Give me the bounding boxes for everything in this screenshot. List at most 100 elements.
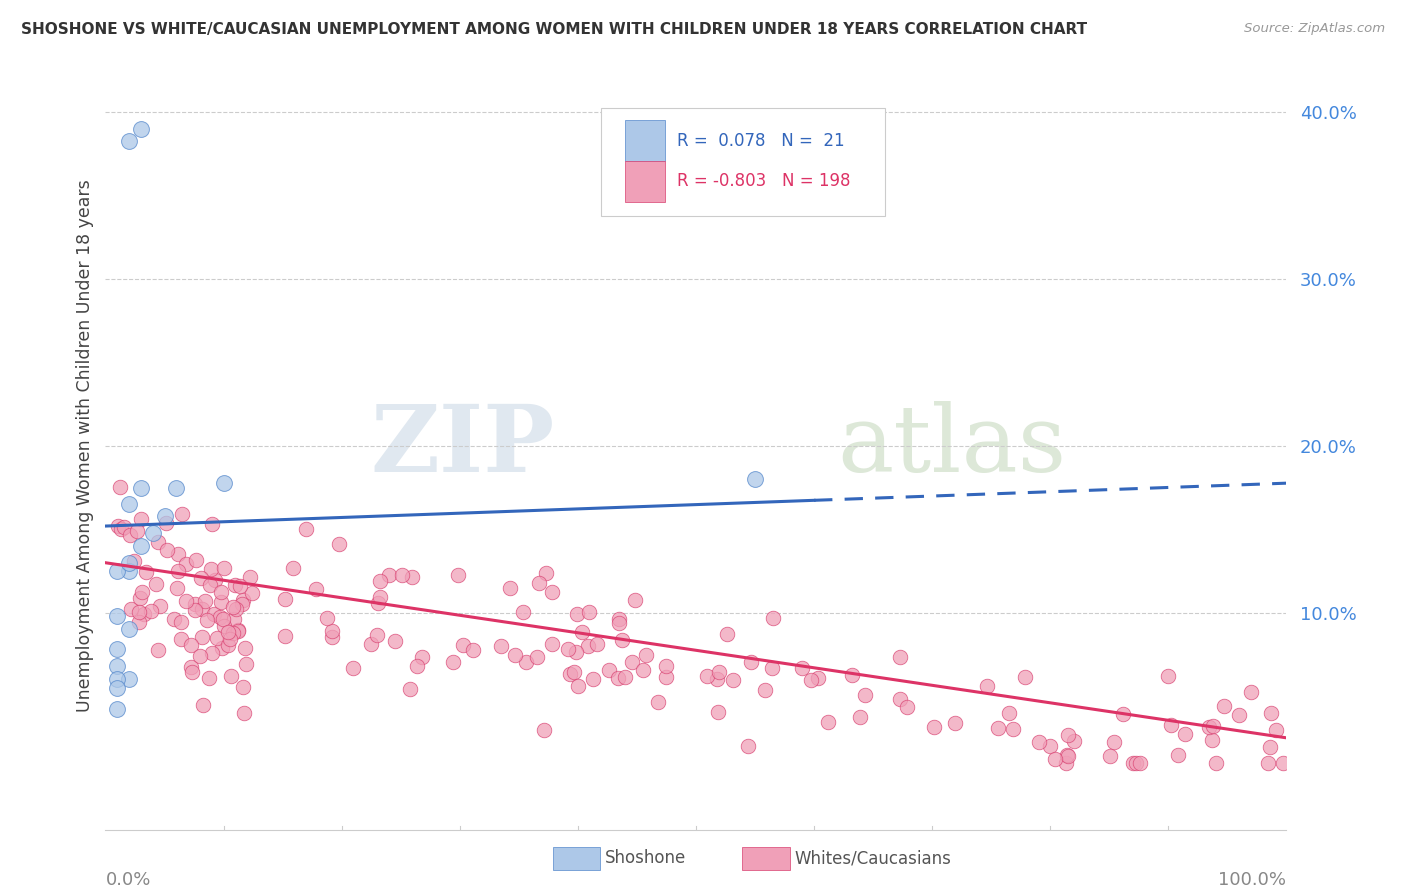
Point (1002, 722, 1025, 736)
Text: Shoshone: Shoshone (605, 849, 686, 867)
Point (222, 600, 245, 615)
Point (180, 660, 202, 674)
Point (512, 605, 534, 619)
Y-axis label: Unemployment Among Women with Children Under 18 years: Unemployment Among Women with Children U… (76, 179, 94, 713)
Point (571, 624, 593, 639)
Point (188, 649, 211, 664)
Point (1205, 756, 1227, 770)
Point (621, 655, 644, 669)
Point (582, 672, 605, 686)
Point (696, 668, 718, 682)
Point (204, 573, 226, 587)
Point (1227, 707, 1250, 722)
Point (165, 481, 187, 495)
Point (107, 519, 129, 533)
Point (232, 681, 254, 695)
Point (557, 642, 579, 657)
Point (172, 507, 194, 521)
Point (716, 626, 738, 640)
Point (209, 595, 232, 609)
Point (166, 582, 188, 596)
Point (305, 582, 328, 597)
Point (792, 661, 814, 675)
Point (987, 721, 1010, 735)
Point (219, 632, 242, 647)
Point (212, 475, 235, 490)
Text: atlas: atlas (838, 401, 1067, 491)
Point (800, 673, 823, 688)
Point (576, 640, 599, 654)
Point (411, 650, 433, 665)
Point (233, 641, 256, 656)
Point (156, 543, 179, 558)
FancyBboxPatch shape (626, 161, 665, 202)
Point (132, 607, 155, 622)
Point (1045, 752, 1067, 766)
Point (139, 604, 162, 618)
Point (321, 624, 343, 639)
Point (208, 610, 231, 624)
Point (1054, 756, 1077, 770)
Point (737, 739, 759, 754)
Point (451, 639, 474, 653)
Point (226, 623, 249, 637)
Point (225, 602, 247, 616)
Point (817, 714, 839, 729)
Point (541, 584, 564, 599)
Point (118, 528, 141, 542)
Point (607, 671, 630, 685)
Point (118, 623, 141, 637)
Point (191, 602, 214, 616)
Text: 0.0%: 0.0% (105, 871, 150, 889)
Point (533, 723, 555, 737)
Point (706, 672, 728, 686)
Point (211, 640, 233, 655)
Point (391, 568, 413, 582)
Point (217, 639, 239, 653)
Point (1257, 756, 1279, 770)
Point (1265, 723, 1288, 738)
Point (598, 663, 620, 677)
Point (235, 657, 257, 672)
Point (754, 683, 776, 698)
Point (328, 536, 350, 550)
Point (191, 698, 214, 713)
Point (1167, 747, 1189, 762)
Point (401, 570, 423, 584)
Point (998, 706, 1021, 720)
Point (105, 681, 128, 695)
Point (447, 568, 470, 582)
Point (128, 615, 150, 629)
Point (205, 631, 228, 645)
Point (183, 597, 205, 611)
Point (855, 688, 877, 702)
Point (1057, 748, 1080, 763)
Point (1198, 720, 1220, 734)
Point (112, 520, 135, 534)
Point (1260, 706, 1282, 720)
Point (201, 646, 224, 660)
Point (1039, 739, 1062, 754)
Point (1128, 756, 1150, 770)
Point (198, 672, 221, 686)
Point (180, 665, 202, 679)
Point (163, 612, 186, 626)
Point (170, 632, 193, 646)
Point (342, 660, 364, 674)
Point (1063, 733, 1085, 747)
Point (578, 605, 600, 619)
Text: 100.0%: 100.0% (1219, 871, 1286, 889)
Text: R =  0.078   N =  21: R = 0.078 N = 21 (678, 132, 845, 150)
Point (118, 556, 141, 570)
Point (1125, 756, 1147, 770)
Point (294, 522, 316, 536)
Point (740, 655, 762, 669)
Point (1028, 735, 1050, 749)
Point (399, 682, 422, 697)
Point (155, 516, 177, 530)
Point (180, 639, 202, 653)
Point (762, 611, 785, 625)
Point (226, 624, 249, 638)
Point (194, 594, 217, 608)
Point (1104, 735, 1126, 749)
